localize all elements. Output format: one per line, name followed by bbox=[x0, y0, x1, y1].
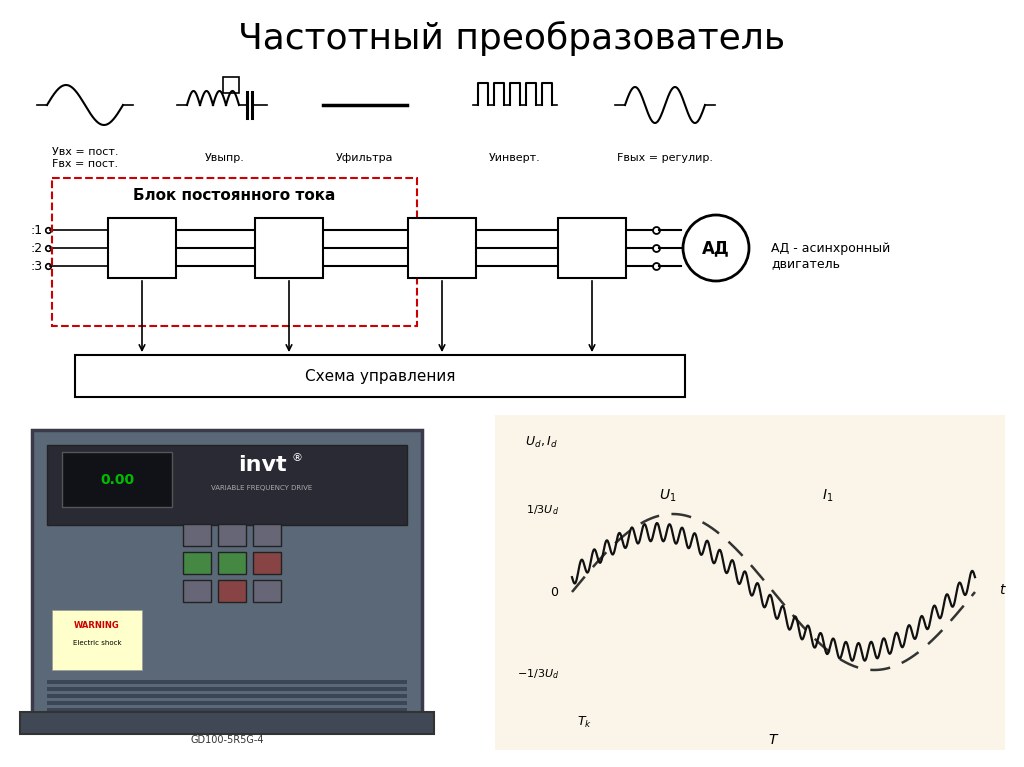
Bar bbox=[253, 552, 281, 574]
Bar bbox=[47, 687, 407, 691]
Bar bbox=[108, 218, 176, 278]
Bar bbox=[255, 218, 323, 278]
Bar bbox=[62, 452, 172, 507]
Text: Уинверт.: Уинверт. bbox=[489, 153, 541, 163]
Bar bbox=[253, 524, 281, 546]
Text: ®: ® bbox=[292, 453, 302, 463]
Text: WARNING: WARNING bbox=[74, 621, 120, 630]
Text: invt: invt bbox=[238, 455, 287, 475]
Text: :1: :1 bbox=[30, 223, 42, 236]
Bar bbox=[47, 694, 407, 698]
Bar bbox=[218, 580, 246, 602]
Bar bbox=[47, 680, 407, 684]
Text: $T_k$: $T_k$ bbox=[578, 714, 592, 729]
Text: 0.00: 0.00 bbox=[100, 473, 134, 487]
Bar bbox=[223, 77, 239, 93]
Bar bbox=[47, 445, 407, 525]
Text: Уфильтра: Уфильтра bbox=[336, 153, 394, 163]
Bar bbox=[75, 355, 685, 397]
Bar bbox=[218, 552, 246, 574]
Polygon shape bbox=[430, 252, 449, 270]
Text: Fвых = регулир.: Fвых = регулир. bbox=[617, 153, 713, 163]
Text: Частотный преобразователь: Частотный преобразователь bbox=[239, 21, 785, 55]
Text: Увх = пост.
Fвх = пост.: Увх = пост. Fвх = пост. bbox=[52, 147, 118, 169]
Text: АД - асинхронный
двигатель: АД - асинхронный двигатель bbox=[771, 242, 890, 270]
Text: GD100-5R5G-4: GD100-5R5G-4 bbox=[190, 735, 264, 745]
Text: $U_1$: $U_1$ bbox=[659, 488, 677, 504]
Bar bbox=[495, 415, 1005, 750]
Text: АД: АД bbox=[702, 239, 730, 257]
Text: :3: :3 bbox=[30, 259, 42, 272]
Bar bbox=[47, 708, 407, 712]
Bar bbox=[558, 218, 626, 278]
Text: Увыпр.: Увыпр. bbox=[205, 153, 245, 163]
Polygon shape bbox=[430, 232, 449, 250]
Text: :2: :2 bbox=[30, 242, 42, 255]
Text: $1/3U_d$: $1/3U_d$ bbox=[526, 503, 559, 517]
Bar bbox=[47, 715, 407, 719]
Bar bbox=[52, 178, 417, 326]
Bar bbox=[47, 701, 407, 705]
Text: $I_1$: $I_1$ bbox=[822, 488, 834, 504]
Text: Блок постоянного тока: Блок постоянного тока bbox=[133, 187, 336, 202]
Text: $-1/3U_d$: $-1/3U_d$ bbox=[517, 667, 559, 681]
Text: $0$: $0$ bbox=[550, 585, 559, 598]
Text: Схема управления: Схема управления bbox=[305, 368, 456, 384]
Polygon shape bbox=[128, 234, 152, 262]
Bar bbox=[253, 580, 281, 602]
Bar bbox=[218, 524, 246, 546]
Text: Electric shock: Electric shock bbox=[73, 640, 121, 646]
Bar bbox=[183, 552, 211, 574]
Text: VARIABLE FREQUENCY DRIVE: VARIABLE FREQUENCY DRIVE bbox=[211, 485, 312, 491]
Text: $t$: $t$ bbox=[999, 583, 1007, 597]
Bar bbox=[52, 610, 142, 670]
Bar bbox=[183, 524, 211, 546]
Bar bbox=[32, 430, 422, 730]
Circle shape bbox=[683, 215, 749, 281]
Bar bbox=[408, 218, 476, 278]
Text: $U_d, I_d$: $U_d, I_d$ bbox=[525, 434, 558, 449]
Bar bbox=[183, 580, 211, 602]
Text: $T$: $T$ bbox=[768, 733, 779, 747]
Bar bbox=[20, 712, 434, 734]
